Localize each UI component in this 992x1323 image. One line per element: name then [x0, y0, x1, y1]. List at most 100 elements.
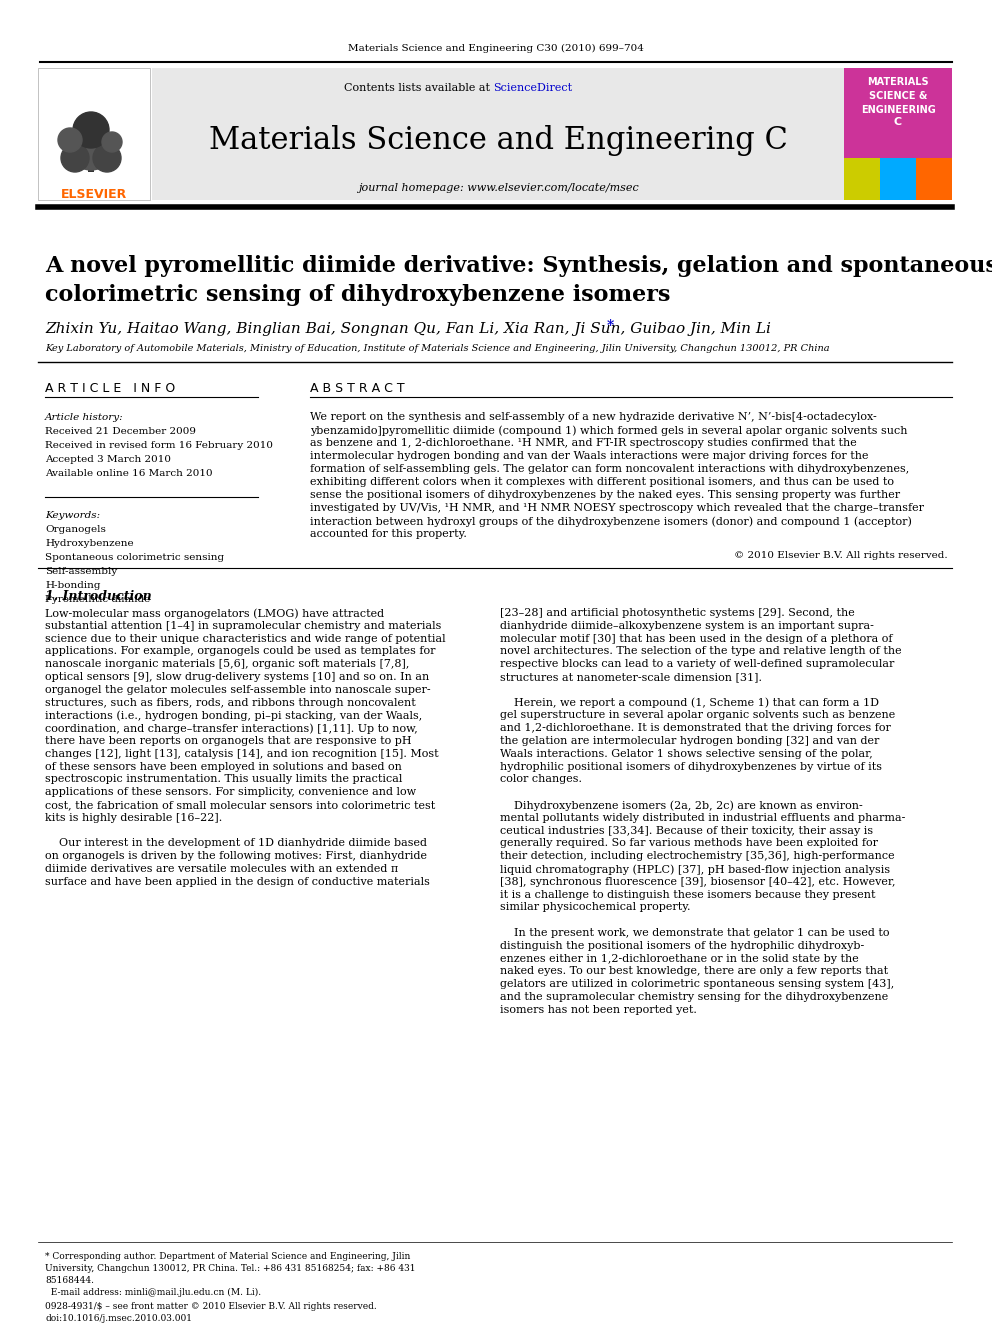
Text: A R T I C L E   I N F O: A R T I C L E I N F O [45, 382, 176, 396]
Text: Hydroxybenzene: Hydroxybenzene [45, 538, 134, 548]
Bar [38, 67, 150, 200]
Text: ybenzamido]pyromellitic diimide (compound 1) which formed gels in several apolar: ybenzamido]pyromellitic diimide (compoun… [310, 425, 908, 435]
Text: Organogels: Organogels [45, 525, 106, 534]
Text: the gelation are intermolecular hydrogen bonding [32] and van der: the gelation are intermolecular hydrogen… [500, 736, 879, 746]
Text: structures, such as fibers, rods, and ribbons through noncovalent: structures, such as fibers, rods, and ri… [45, 697, 416, 708]
Text: kits is highly desirable [16–22].: kits is highly desirable [16–22]. [45, 812, 222, 823]
Text: sense the positional isomers of dihydroxybenzenes by the naked eyes. This sensin: sense the positional isomers of dihydrox… [310, 490, 900, 500]
Text: Spontaneous colorimetric sensing: Spontaneous colorimetric sensing [45, 553, 224, 562]
Text: accounted for this property.: accounted for this property. [310, 529, 467, 538]
Text: respective blocks can lead to a variety of well-defined supramolecular: respective blocks can lead to a variety … [500, 659, 895, 669]
Text: 85168444.: 85168444. [45, 1275, 94, 1285]
Text: [38], synchronous fluorescence [39], biosensor [40–42], etc. However,: [38], synchronous fluorescence [39], bio… [500, 877, 896, 886]
Text: Article history:: Article history: [45, 413, 124, 422]
Text: Low-molecular mass organogelators (LMOG) have attracted: Low-molecular mass organogelators (LMOG)… [45, 609, 384, 619]
Text: there have been reports on organogels that are responsive to pH: there have been reports on organogels th… [45, 736, 412, 746]
Text: and the supramolecular chemistry sensing for the dihydroxybenzene: and the supramolecular chemistry sensing… [500, 992, 888, 1002]
Text: [23–28] and artificial photosynthetic systems [29]. Second, the: [23–28] and artificial photosynthetic sy… [500, 609, 855, 618]
Circle shape [73, 112, 109, 148]
Text: optical sensors [9], slow drug-delivery systems [10] and so on. In an: optical sensors [9], slow drug-delivery … [45, 672, 430, 681]
Text: their detection, including electrochemistry [35,36], high-performance: their detection, including electrochemis… [500, 851, 895, 861]
Text: Materials Science and Engineering C: Materials Science and Engineering C [208, 124, 788, 156]
Text: cost, the fabrication of small molecular sensors into colorimetric test: cost, the fabrication of small molecular… [45, 800, 435, 810]
Text: ScienceDirect: ScienceDirect [493, 83, 572, 93]
Text: ELSEVIER: ELSEVIER [61, 188, 127, 201]
Text: hydrophilic positional isomers of dihydroxybenzenes by virtue of its: hydrophilic positional isomers of dihydr… [500, 762, 882, 771]
Text: 0928-4931/$ – see front matter © 2010 Elsevier B.V. All rights reserved.: 0928-4931/$ – see front matter © 2010 El… [45, 1302, 377, 1311]
Text: journal homepage: www.elsevier.com/locate/msec: journal homepage: www.elsevier.com/locat… [358, 183, 639, 193]
Circle shape [102, 132, 122, 152]
Text: surface and have been applied in the design of conductive materials: surface and have been applied in the des… [45, 877, 430, 886]
Text: investigated by UV/Vis, ¹H NMR, and ¹H NMR NOESY spectroscopy which revealed tha: investigated by UV/Vis, ¹H NMR, and ¹H N… [310, 503, 924, 513]
Text: Dihydroxybenzene isomers (2a, 2b, 2c) are known as environ-: Dihydroxybenzene isomers (2a, 2b, 2c) ar… [500, 800, 863, 811]
Text: interaction between hydroxyl groups of the dihydroxybenzene isomers (donor) and : interaction between hydroxyl groups of t… [310, 516, 912, 527]
Text: A B S T R A C T: A B S T R A C T [310, 382, 405, 396]
Bar [48, 79, 140, 185]
Text: Key Laboratory of Automobile Materials, Ministry of Education, Institute of Mate: Key Laboratory of Automobile Materials, … [45, 344, 829, 353]
Text: Zhixin Yu, Haitao Wang, Binglian Bai, Songnan Qu, Fan Li, Xia Ran, Ji Sun, Guiba: Zhixin Yu, Haitao Wang, Binglian Bai, So… [45, 321, 771, 336]
Text: intermolecular hydrogen bonding and van der Waals interactions were major drivin: intermolecular hydrogen bonding and van … [310, 451, 869, 460]
Text: changes [12], light [13], catalysis [14], and ion recognition [15]. Most: changes [12], light [13], catalysis [14]… [45, 749, 438, 759]
Circle shape [69, 126, 113, 169]
Text: Contents lists available at: Contents lists available at [343, 83, 493, 93]
Text: substantial attention [1–4] in supramolecular chemistry and materials: substantial attention [1–4] in supramole… [45, 620, 441, 631]
Text: novel architectures. The selection of the type and relative length of the: novel architectures. The selection of th… [500, 647, 902, 656]
Text: as benzene and 1, 2-dichloroethane. ¹H NMR, and FT-IR spectroscopy studies confi: as benzene and 1, 2-dichloroethane. ¹H N… [310, 438, 857, 448]
Text: Materials Science and Engineering C30 (2010) 699–704: Materials Science and Engineering C30 (2… [348, 44, 644, 53]
Text: ceutical industries [33,34]. Because of their toxicity, their assay is: ceutical industries [33,34]. Because of … [500, 826, 873, 836]
Text: science due to their unique characteristics and wide range of potential: science due to their unique characterist… [45, 634, 445, 643]
Text: © 2010 Elsevier B.V. All rights reserved.: © 2010 Elsevier B.V. All rights reserved… [734, 550, 948, 560]
Text: Waals interactions. Gelator 1 shows selective sensing of the polar,: Waals interactions. Gelator 1 shows sele… [500, 749, 873, 759]
Text: Accepted 3 March 2010: Accepted 3 March 2010 [45, 455, 171, 464]
Text: doi:10.1016/j.msec.2010.03.001: doi:10.1016/j.msec.2010.03.001 [45, 1314, 192, 1323]
Text: MATERIALS: MATERIALS [867, 77, 929, 87]
Text: molecular motif [30] that has been used in the design of a plethora of: molecular motif [30] that has been used … [500, 634, 893, 643]
Text: generally required. So far various methods have been exploited for: generally required. So far various metho… [500, 839, 878, 848]
Text: Available online 16 March 2010: Available online 16 March 2010 [45, 468, 212, 478]
Text: structures at nanometer-scale dimension [31].: structures at nanometer-scale dimension … [500, 672, 762, 681]
Text: Our interest in the development of 1D dianhydride diimide based: Our interest in the development of 1D di… [45, 839, 427, 848]
Text: We report on the synthesis and self-assembly of a new hydrazide derivative N’, N: We report on the synthesis and self-asse… [310, 411, 877, 422]
Text: Pyromellitic diimide: Pyromellitic diimide [45, 595, 150, 605]
Bar [916, 157, 952, 200]
Circle shape [93, 144, 121, 172]
Text: exhibiting different colors when it complexes with different positional isomers,: exhibiting different colors when it comp… [310, 478, 894, 487]
Text: In the present work, we demonstrate that gelator 1 can be used to: In the present work, we demonstrate that… [500, 927, 890, 938]
Text: Keywords:: Keywords: [45, 511, 100, 520]
Text: Herein, we report a compound (1, Scheme 1) that can form a 1D: Herein, we report a compound (1, Scheme … [500, 697, 879, 708]
Text: coordination, and charge–transfer interactions) [1,11]. Up to now,: coordination, and charge–transfer intera… [45, 724, 418, 734]
Text: it is a challenge to distinguish these isomers because they present: it is a challenge to distinguish these i… [500, 889, 876, 900]
Text: gelators are utilized in colorimetric spontaneous sensing system [43],: gelators are utilized in colorimetric sp… [500, 979, 894, 990]
Text: of these sensors have been employed in solutions and based on: of these sensors have been employed in s… [45, 762, 402, 771]
Text: Received 21 December 2009: Received 21 December 2009 [45, 427, 196, 437]
Bar [88, 153, 94, 172]
Text: *: * [607, 319, 614, 333]
Circle shape [58, 128, 82, 152]
Text: and 1,2-dichloroethane. It is demonstrated that the driving forces for: and 1,2-dichloroethane. It is demonstrat… [500, 724, 891, 733]
Bar [152, 67, 844, 200]
Text: similar physicochemical property.: similar physicochemical property. [500, 902, 690, 913]
Text: naked eyes. To our best knowledge, there are only a few reports that: naked eyes. To our best knowledge, there… [500, 966, 888, 976]
Text: liquid chromatography (HPLC) [37], pH based-flow injection analysis: liquid chromatography (HPLC) [37], pH ba… [500, 864, 890, 875]
Text: C: C [894, 116, 902, 127]
Text: applications. For example, organogels could be used as templates for: applications. For example, organogels co… [45, 647, 435, 656]
Text: Self-assembly: Self-assembly [45, 568, 117, 576]
Text: applications of these sensors. For simplicity, convenience and low: applications of these sensors. For simpl… [45, 787, 416, 798]
Text: 1. Introduction: 1. Introduction [45, 590, 152, 603]
Text: diimide derivatives are versatile molecules with an extended π: diimide derivatives are versatile molecu… [45, 864, 398, 875]
Circle shape [61, 144, 89, 172]
Text: spectroscopic instrumentation. This usually limits the practical: spectroscopic instrumentation. This usua… [45, 774, 403, 785]
Text: organogel the gelator molecules self-assemble into nanoscale super-: organogel the gelator molecules self-ass… [45, 685, 431, 695]
Text: Received in revised form 16 February 2010: Received in revised form 16 February 201… [45, 441, 273, 450]
Text: interactions (i.e., hydrogen bonding, pi–pi stacking, van der Waals,: interactions (i.e., hydrogen bonding, pi… [45, 710, 423, 721]
Text: A novel pyromellitic diimide derivative: Synthesis, gelation and spontaneous
col: A novel pyromellitic diimide derivative:… [45, 255, 992, 306]
Text: enzenes either in 1,2-dichloroethane or in the solid state by the: enzenes either in 1,2-dichloroethane or … [500, 954, 859, 963]
Text: on organogels is driven by the following motives: First, dianhydride: on organogels is driven by the following… [45, 851, 427, 861]
Text: E-mail address: minli@mail.jlu.edu.cn (M. Li).: E-mail address: minli@mail.jlu.edu.cn (M… [45, 1289, 261, 1297]
Text: gel superstructure in several apolar organic solvents such as benzene: gel superstructure in several apolar org… [500, 710, 895, 721]
Text: formation of self-assembling gels. The gelator can form noncovalent interactions: formation of self-assembling gels. The g… [310, 464, 910, 474]
Text: * Corresponding author. Department of Material Science and Engineering, Jilin: * Corresponding author. Department of Ma… [45, 1252, 411, 1261]
Text: nanoscale inorganic materials [5,6], organic soft materials [7,8],: nanoscale inorganic materials [5,6], org… [45, 659, 410, 669]
Text: ENGINEERING: ENGINEERING [861, 105, 935, 115]
Text: isomers has not been reported yet.: isomers has not been reported yet. [500, 1004, 696, 1015]
